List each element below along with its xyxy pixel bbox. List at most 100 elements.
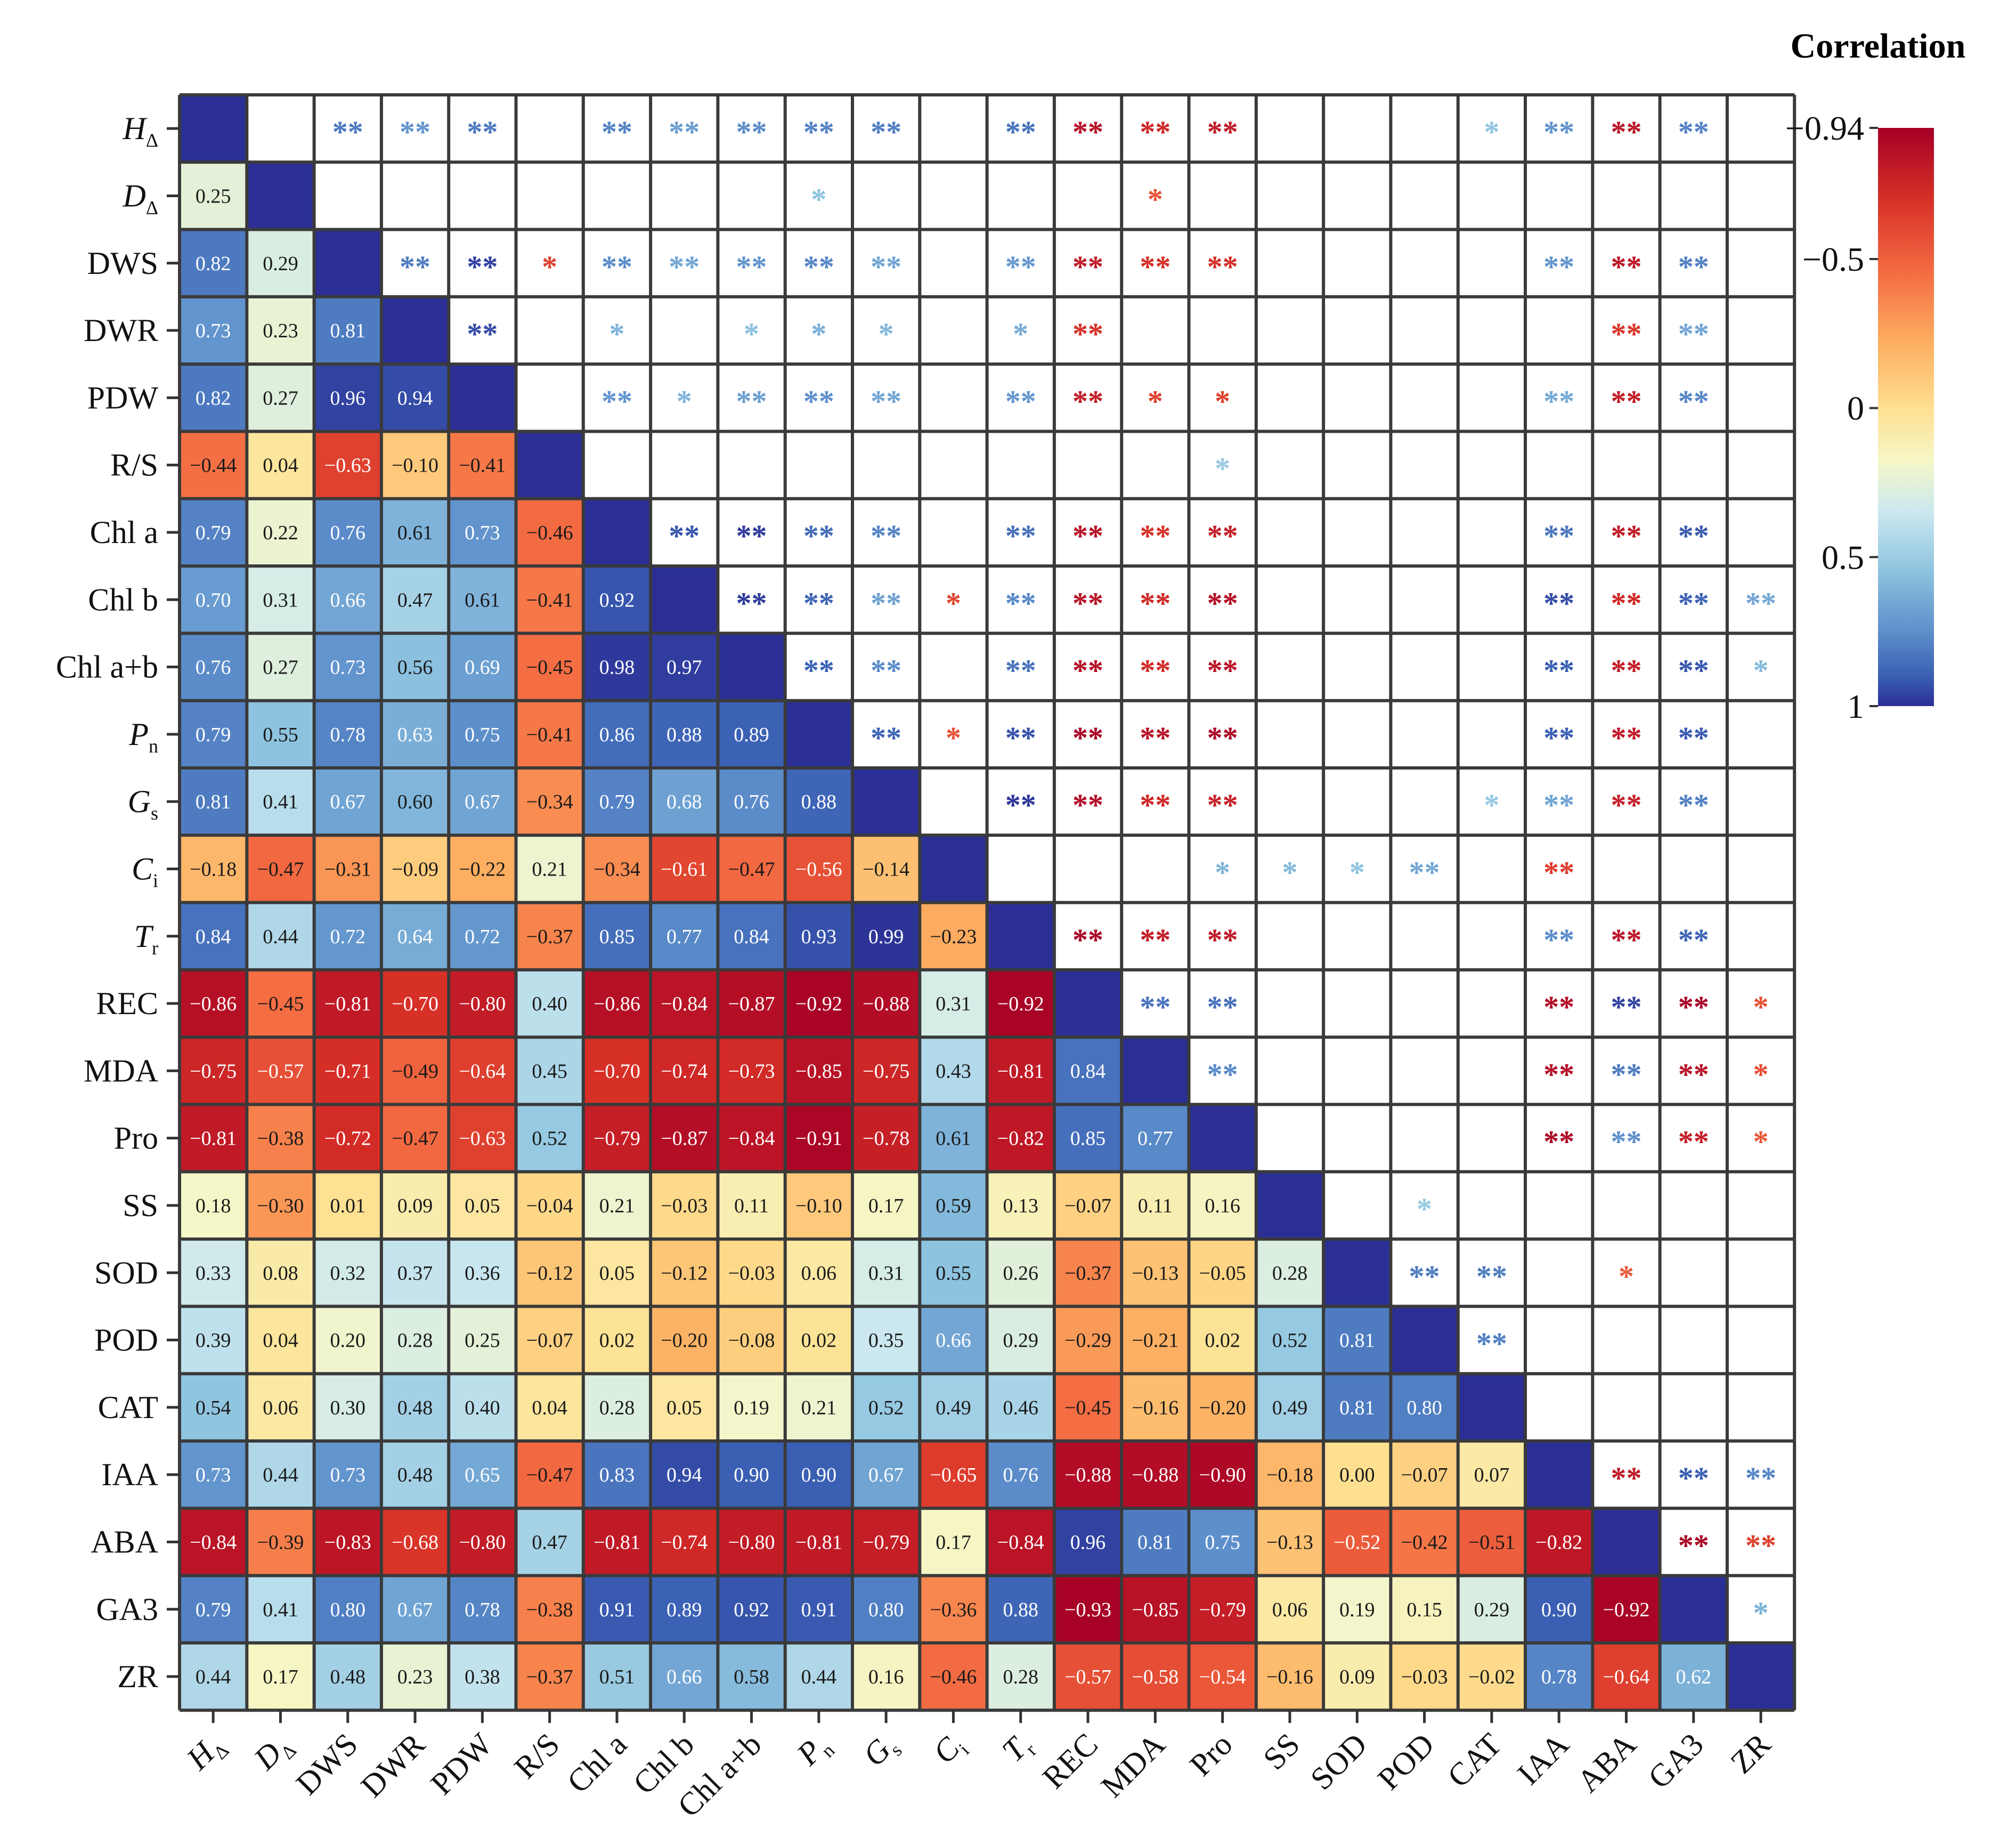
correlation-cell <box>516 835 583 903</box>
diagonal-cell <box>449 364 516 432</box>
correlation-cell <box>987 969 1054 1038</box>
correlation-value-label: −0.54 <box>1199 1666 1246 1688</box>
significance-mark: ** <box>1072 720 1103 755</box>
significance-mark: ** <box>1543 990 1574 1024</box>
correlation-value-label: −0.03 <box>728 1262 775 1284</box>
correlation-cell <box>314 633 381 701</box>
correlation-cell <box>381 1373 449 1441</box>
significance-mark: ** <box>1005 519 1036 553</box>
correlation-cell <box>449 1575 516 1643</box>
significance-mark: * <box>811 182 826 216</box>
correlation-value-label: 0.20 <box>330 1330 366 1352</box>
correlation-cell <box>314 1037 381 1105</box>
significance-mark: ** <box>1543 384 1574 418</box>
correlation-value-label: 0.32 <box>330 1262 366 1284</box>
correlation-cell <box>180 1239 247 1307</box>
correlation-value-label: −0.02 <box>1468 1666 1515 1688</box>
correlation-value-label: 0.96 <box>1070 1531 1106 1553</box>
significance-mark: ** <box>736 115 767 149</box>
correlation-value-label: 0.09 <box>1339 1666 1375 1688</box>
legend-colorbar <box>1878 128 1934 706</box>
correlation-cell <box>785 1373 852 1441</box>
correlation-value-label: −0.46 <box>526 522 573 544</box>
correlation-cell <box>314 768 381 836</box>
significance-mark: ** <box>1611 384 1641 418</box>
correlation-value-label: −0.85 <box>795 1060 842 1082</box>
significance-mark: * <box>811 317 826 351</box>
correlation-cell <box>583 1441 651 1509</box>
significance-mark: ** <box>332 115 363 149</box>
significance-mark: * <box>1753 1596 1769 1630</box>
correlation-value-label: 0.73 <box>465 522 500 544</box>
correlation-value-label: 0.86 <box>599 724 635 746</box>
correlation-cell <box>180 902 247 970</box>
correlation-cell <box>449 1441 516 1509</box>
correlation-cell <box>449 1373 516 1441</box>
correlation-cell <box>1323 1508 1391 1576</box>
correlation-cell <box>516 1373 583 1441</box>
correlation-cell <box>583 633 651 701</box>
correlation-cell <box>1391 1373 1458 1441</box>
correlation-value-label: 0.60 <box>397 791 433 813</box>
correlation-value-label: −0.18 <box>190 858 237 880</box>
significance-mark: ** <box>1543 519 1574 553</box>
correlation-value-label: −0.64 <box>459 1060 506 1082</box>
significance-mark: ** <box>1207 653 1238 688</box>
correlation-value-label: 0.79 <box>196 724 231 746</box>
correlation-value-label: 0.70 <box>196 589 231 611</box>
correlation-cell <box>651 1171 718 1240</box>
correlation-cell <box>1323 1575 1391 1643</box>
correlation-value-label: 0.61 <box>465 589 500 611</box>
correlation-value-label: −0.03 <box>1401 1666 1448 1688</box>
correlation-cell <box>381 498 449 566</box>
significance-mark: ** <box>1207 249 1238 284</box>
correlation-cell <box>651 1575 718 1643</box>
correlation-value-label: 0.90 <box>1541 1599 1577 1621</box>
correlation-cell <box>449 1104 516 1172</box>
correlation-cell <box>583 700 651 768</box>
correlation-value-label: 0.31 <box>868 1262 904 1284</box>
correlation-value-label: 0.30 <box>330 1397 366 1419</box>
correlation-cell <box>651 768 718 836</box>
correlation-value-label: 0.97 <box>666 657 702 679</box>
significance-mark: ** <box>1005 384 1036 418</box>
significance-mark: ** <box>871 653 901 688</box>
significance-mark: ** <box>1611 1461 1641 1495</box>
significance-mark: ** <box>1072 653 1103 688</box>
correlation-value-label: 0.84 <box>196 926 231 948</box>
significance-mark: ** <box>669 249 700 284</box>
correlation-cell <box>314 1508 381 1576</box>
correlation-cell <box>314 1373 381 1441</box>
significance-mark: * <box>1148 182 1163 216</box>
correlation-value-label: 0.88 <box>801 791 837 813</box>
significance-mark: ** <box>1005 115 1036 149</box>
y-axis-label: DWS <box>87 246 158 281</box>
significance-mark: * <box>744 317 759 351</box>
y-axis-label: Ci <box>132 851 158 891</box>
correlation-cell <box>516 902 583 970</box>
correlation-value-label: 0.75 <box>1205 1531 1240 1553</box>
correlation-value-label: 0.67 <box>465 791 500 813</box>
correlation-cell <box>920 1306 987 1374</box>
correlation-cell <box>516 1306 583 1374</box>
correlation-cell <box>785 969 852 1038</box>
correlation-cell <box>381 1239 449 1307</box>
correlation-cell <box>1121 1306 1189 1374</box>
significance-mark: * <box>1282 855 1297 889</box>
significance-mark: ** <box>1476 1259 1507 1293</box>
correlation-cell <box>314 296 381 365</box>
significance-mark: ** <box>1745 1461 1776 1495</box>
correlation-value-label: 0.16 <box>868 1666 904 1688</box>
y-axis-label: GA3 <box>96 1592 158 1627</box>
significance-mark: ** <box>1611 788 1641 822</box>
correlation-cell <box>651 633 718 701</box>
diagonal-cell <box>651 566 718 634</box>
correlation-cell <box>180 498 247 566</box>
correlation-value-label: 0.25 <box>196 185 231 207</box>
correlation-value-label: 0.28 <box>1272 1262 1308 1284</box>
significance-mark: ** <box>1611 1057 1641 1091</box>
correlation-cell <box>180 431 247 499</box>
significance-mark: ** <box>871 384 901 418</box>
correlation-value-label: 0.78 <box>1541 1666 1577 1688</box>
correlation-value-label: 0.04 <box>263 1330 298 1352</box>
